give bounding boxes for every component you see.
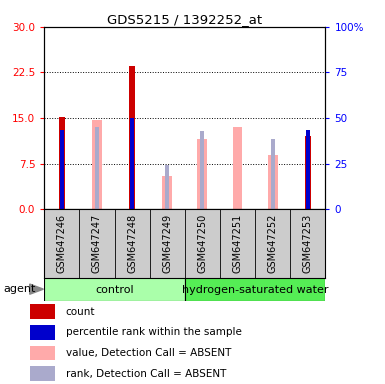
Polygon shape [30, 284, 44, 294]
Text: GSM647248: GSM647248 [127, 214, 137, 273]
Bar [305, 136, 311, 209]
Text: agent: agent [4, 284, 36, 294]
Bar [268, 155, 278, 209]
Text: GSM647252: GSM647252 [268, 214, 278, 273]
Bar [200, 131, 204, 209]
Text: GSM647249: GSM647249 [162, 214, 172, 273]
Text: rank, Detection Call = ABSENT: rank, Detection Call = ABSENT [66, 369, 226, 379]
Bar [59, 117, 65, 209]
Bar [129, 66, 135, 209]
Bar [44, 278, 185, 301]
Bar [30, 305, 55, 319]
Bar [95, 127, 99, 209]
Text: GSM647250: GSM647250 [198, 214, 208, 273]
Text: hydrogen-saturated water: hydrogen-saturated water [182, 285, 328, 295]
Bar [233, 127, 243, 209]
Text: percentile rank within the sample: percentile rank within the sample [66, 328, 242, 338]
Text: control: control [95, 285, 134, 295]
Bar [130, 118, 134, 209]
Text: value, Detection Call = ABSENT: value, Detection Call = ABSENT [66, 348, 231, 358]
Title: GDS5215 / 1392252_at: GDS5215 / 1392252_at [107, 13, 262, 26]
Text: count: count [66, 307, 95, 317]
Text: GSM647246: GSM647246 [57, 214, 67, 273]
Bar [162, 176, 172, 209]
Bar [30, 325, 55, 340]
Bar [271, 139, 275, 209]
Text: GSM647251: GSM647251 [233, 214, 243, 273]
Bar [30, 366, 55, 381]
Bar [92, 120, 102, 209]
Bar [185, 278, 325, 301]
Bar [30, 346, 55, 361]
Text: GSM647253: GSM647253 [303, 214, 313, 273]
Bar [60, 130, 64, 209]
Text: GSM647247: GSM647247 [92, 214, 102, 273]
Bar [306, 130, 310, 209]
Bar [165, 165, 169, 209]
Bar [198, 139, 207, 209]
